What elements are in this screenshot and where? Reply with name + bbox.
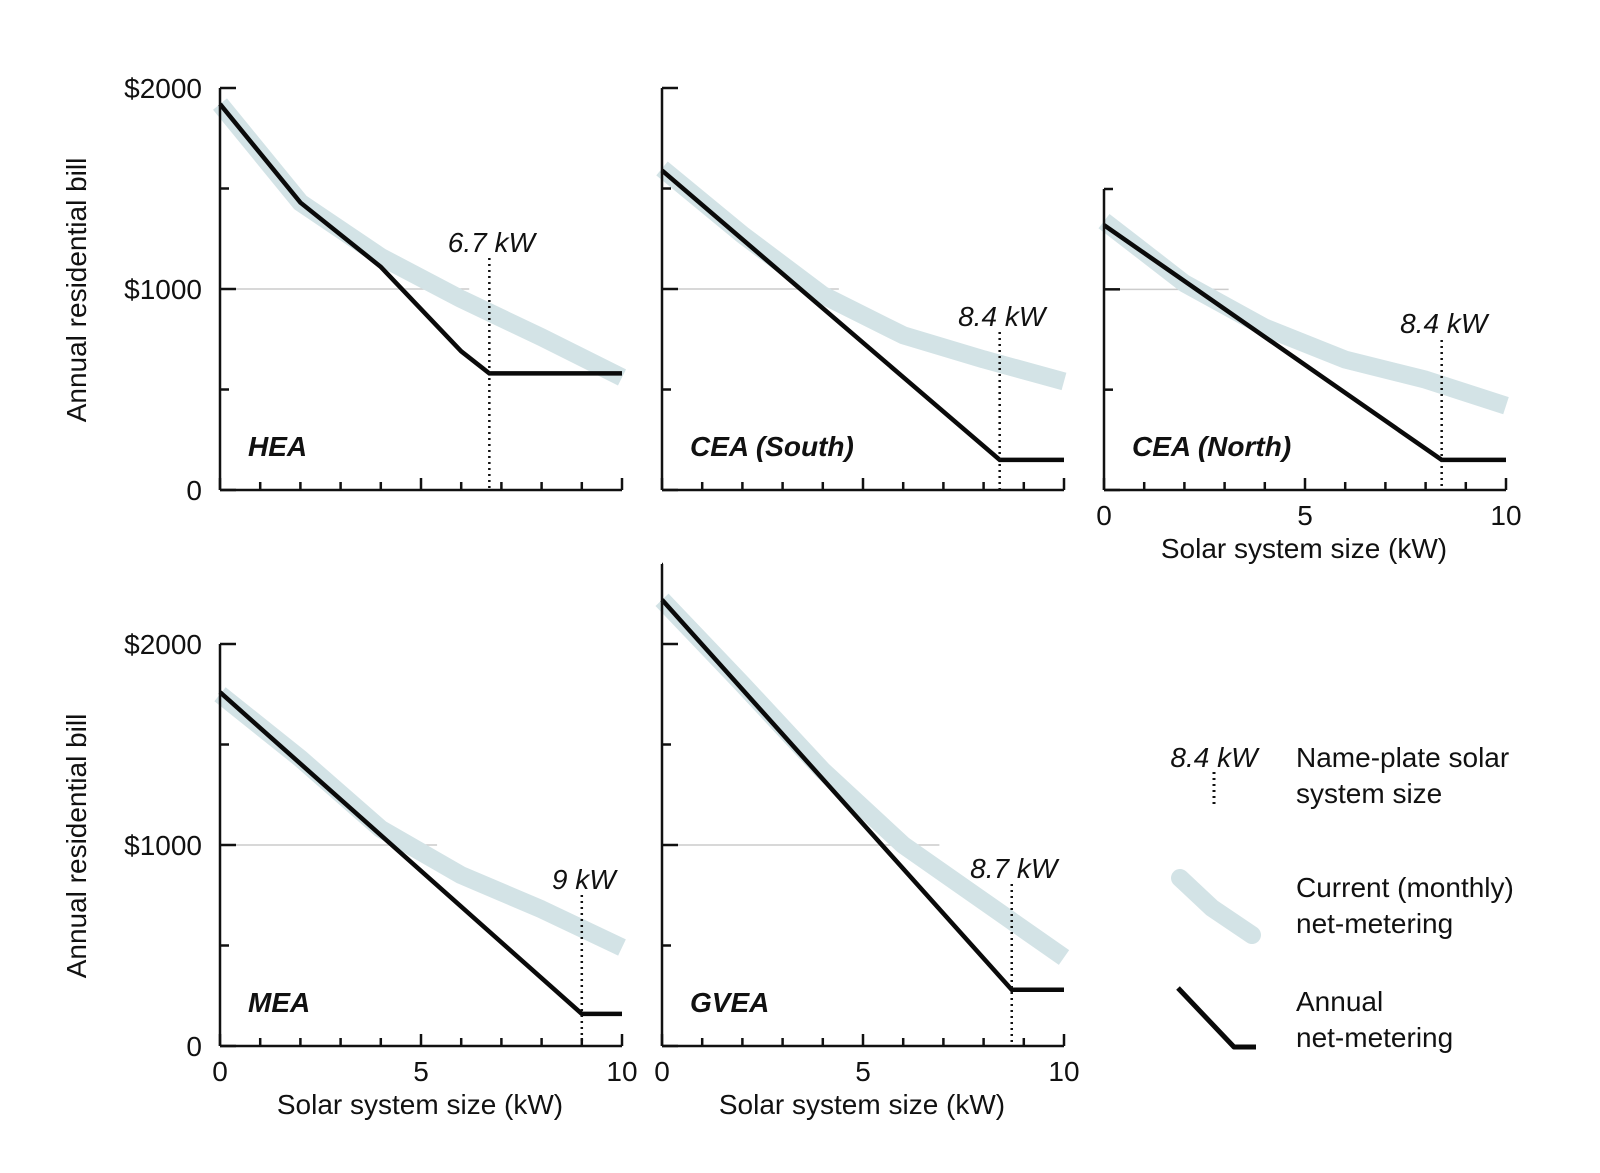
series-current-gvea: [655, 593, 1070, 965]
y-tick-label-mea: 0: [186, 1031, 202, 1062]
x-tick-label-gvea: 5: [855, 1056, 871, 1087]
legend-nameplate-label-2: system size: [1296, 778, 1442, 809]
legend-annual-label-1: Annual: [1296, 986, 1383, 1017]
y-tick-label-hea: $1000: [124, 274, 202, 305]
legend: 8.4 kW Name-plate solar system size Curr…: [1170, 742, 1513, 1053]
y-tick-label-mea: $1000: [124, 830, 202, 861]
series-current-cea-south: [656, 161, 1067, 391]
x-tick-label-cea-north: 10: [1490, 500, 1521, 531]
y-tick-label-mea: $2000: [124, 629, 202, 660]
nameplate-label-cea-south: 8.4 kW: [958, 301, 1048, 332]
y-axis-title-bottom: Annual residential bill: [61, 714, 92, 979]
legend-current-swatch: [1171, 869, 1261, 944]
x-tick-label-mea: 5: [413, 1056, 429, 1087]
x-axis-title-cea-north: Solar system size (kW): [1161, 533, 1447, 564]
x-tick-label-cea-north: 0: [1096, 500, 1112, 531]
panel-cea-south: 8.4 kW CEA (South): [656, 86, 1067, 492]
y-axis-title-top: Annual residential bill: [61, 158, 92, 423]
nameplate-label-cea-north: 8.4 kW: [1400, 308, 1490, 339]
panel-hea: 0 $1000 $2000 6.7 kW HEA: [124, 73, 627, 506]
series-annual-hea: [218, 102, 622, 376]
panel-name-cea-north: CEA (North): [1132, 431, 1291, 462]
x-tick-label-gvea: 10: [1048, 1056, 1079, 1087]
panel-name-cea-south: CEA (South): [690, 431, 854, 462]
legend-nameplate-sample: 8.4 kW: [1170, 742, 1260, 773]
x-tick-label-cea-north: 5: [1297, 500, 1313, 531]
nameplate-label-hea: 6.7 kW: [448, 227, 538, 258]
panel-cea-north: 0 5 10 8.4 kW CEA (North): [1096, 187, 1522, 531]
legend-annual-label-2: net-metering: [1296, 1022, 1453, 1053]
series-current-hea: [213, 98, 627, 386]
nameplate-label-gvea: 8.7 kW: [970, 853, 1060, 884]
x-tick-label-mea: 0: [212, 1056, 228, 1087]
y-tick-label-hea: $2000: [124, 73, 202, 104]
panel-name-mea: MEA: [248, 987, 310, 1018]
legend-current-label-1: Current (monthly): [1296, 872, 1514, 903]
panels: 0 $1000 $2000 6.7 kW HEA 8.4 kW CEA (South) 0 5 1…: [124, 73, 1521, 1087]
y-tick-label-hea: 0: [186, 475, 202, 506]
legend-current-label-2: net-metering: [1296, 908, 1453, 939]
panel-gvea: 0 5 10 8.7 kW GVEA: [654, 562, 1080, 1087]
x-axis-title-gvea: Solar system size (kW): [719, 1089, 1005, 1120]
panel-name-gvea: GVEA: [690, 987, 769, 1018]
series-current-mea: [214, 687, 626, 956]
legend-nameplate-label-1: Name-plate solar: [1296, 742, 1509, 773]
x-axis-title-mea: Solar system size (kW): [277, 1089, 563, 1120]
panel-name-hea: HEA: [248, 431, 307, 462]
x-tick-label-gvea: 0: [654, 1056, 670, 1087]
panel-mea: 0 $1000 $2000 0 5 10 9 kW MEA: [124, 629, 637, 1087]
legend-annual-swatch: [1176, 986, 1256, 1050]
nameplate-label-mea: 9 kW: [552, 864, 618, 895]
x-tick-label-mea: 10: [606, 1056, 637, 1087]
